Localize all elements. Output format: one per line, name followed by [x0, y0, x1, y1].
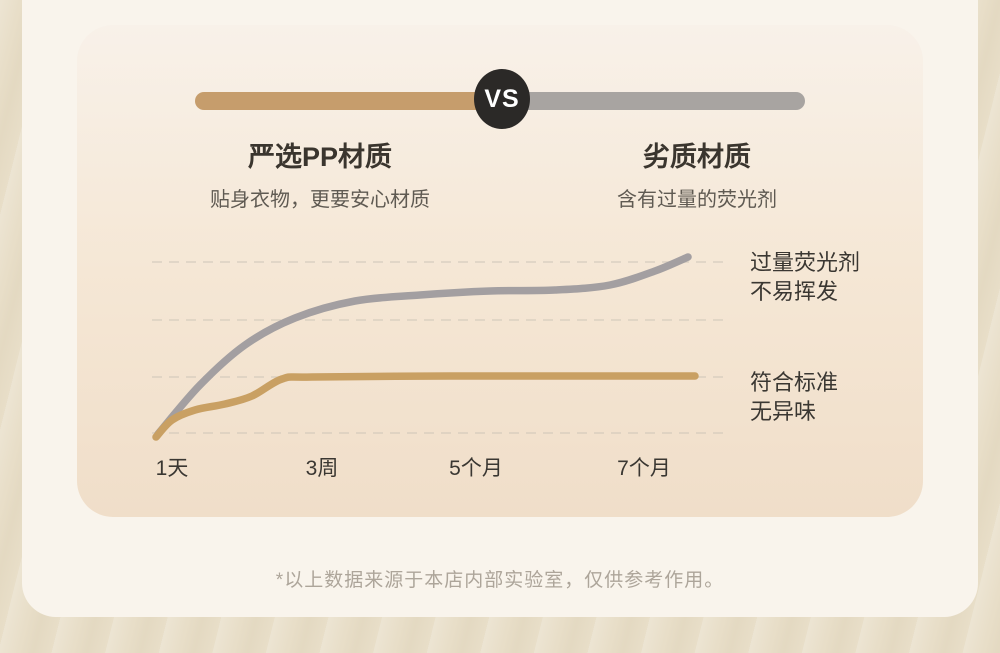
comparison-card: VS 严选PP材质 贴身衣物，更要安心材质 劣质材质 含有过量的荧光剂 1天 3… [77, 25, 923, 517]
x-axis-tick-5months: 5个月 [449, 457, 503, 480]
x-axis-tick-1day: 1天 [155, 457, 189, 480]
footnote-text: *以上数据来源于本店内部实验室，仅供参考作用。 [275, 570, 725, 591]
right-column-title: 劣质材质 [643, 142, 751, 172]
gray-line-annotation-line1: 过量荧光剂 [750, 250, 861, 275]
gray-line-annotation-line2: 不易挥发 [750, 279, 839, 304]
vs-badge-label: VS [484, 84, 520, 113]
gray-line-annotation: 过量荧光剂 不易挥发 [750, 248, 920, 306]
left-comparison-bar [195, 92, 505, 110]
x-axis-tick-3weeks: 3周 [305, 457, 339, 480]
tan-line-annotation-line2: 无异味 [750, 399, 817, 424]
tan-line-annotation: 符合标准 无异味 [750, 368, 920, 426]
x-axis-tick-7months: 7个月 [617, 457, 671, 480]
vs-badge: VS [474, 69, 530, 129]
left-column-title: 严选PP材质 [247, 142, 393, 172]
left-column-subtitle: 贴身衣物，更要安心材质 [210, 189, 430, 211]
tan-line-annotation-line1: 符合标准 [750, 370, 839, 395]
right-column-subtitle: 含有过量的荧光剂 [617, 189, 777, 211]
right-comparison-bar [502, 92, 805, 110]
comparison-chart [152, 253, 725, 441]
